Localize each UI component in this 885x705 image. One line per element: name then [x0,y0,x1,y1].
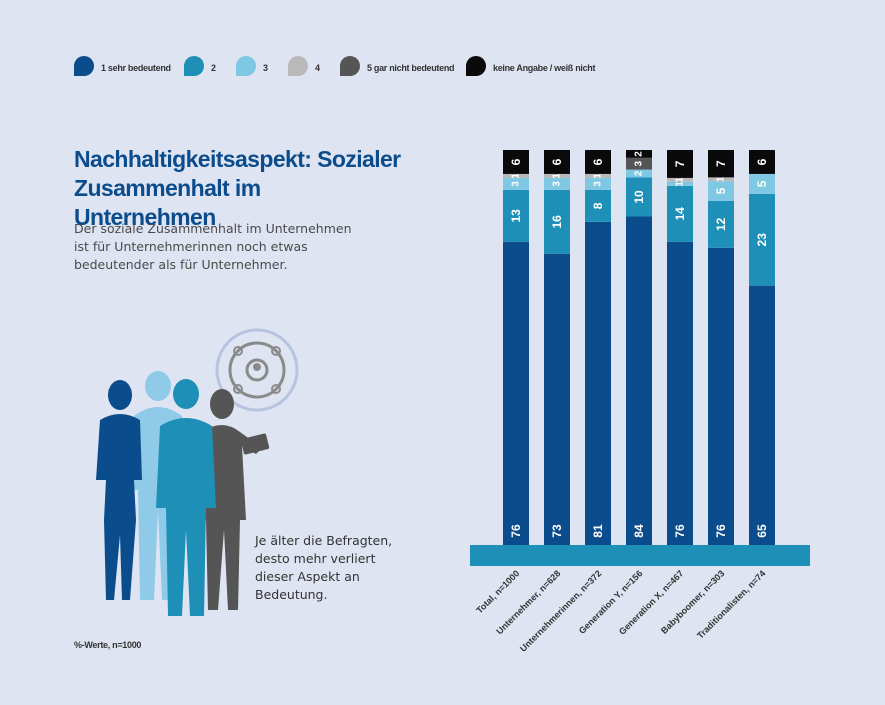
legend-label: 5 gar nicht bedeutend [367,63,455,73]
data-label: 3 [552,181,563,187]
data-label: 8 [591,202,605,209]
bar-segment [708,247,734,545]
data-label: 76 [714,524,728,538]
bar-segment [667,150,693,178]
data-label: 2 [634,151,645,157]
footnote: %-Werte, n=1000 [74,640,142,650]
bar-segment [749,173,775,194]
bar-segment [585,189,611,222]
data-label: 12 [714,217,728,231]
bar-segment [503,177,529,190]
chart-title: Nachhaltigkeitsaspekt: Sozialer Zusammen… [74,146,401,230]
data-label: 5 [755,180,769,187]
legend-label: 3 [263,63,268,73]
data-label: 10 [632,190,646,204]
bar-segment [708,150,734,178]
bar-segment [626,157,652,170]
legend-swatch [466,56,486,76]
data-label: 84 [632,524,646,538]
data-label: 6 [755,158,769,165]
data-label: 1 [716,176,727,182]
bar-segment [667,241,693,545]
legend-label: 4 [315,63,320,73]
chart-note: Je älter die Befragten, desto mehr verli… [255,533,393,602]
data-label: 23 [755,233,769,247]
data-label: 76 [673,524,687,538]
person-silhouette-darkblue [96,380,142,600]
data-label: 1 [552,173,563,179]
bar-segment [626,150,652,158]
data-label: 1 [511,173,522,179]
bar-segment [503,241,529,545]
social-network-icon [215,328,299,412]
data-label: 14 [673,207,687,221]
person-silhouette-darkgray [200,389,270,610]
data-label: 3 [593,181,604,187]
bar-segment [544,173,570,178]
data-label: 7 [673,160,687,167]
data-label: 6 [509,158,523,165]
data-label: 3 [511,181,522,187]
business-people-illustration [96,328,299,616]
bar-segment [749,193,775,286]
data-label: 3 [634,160,645,166]
bar-segment [503,189,529,242]
chart-subtitle: Der soziale Zusammenhalt im Unternehmen … [74,221,352,272]
data-label: 5 [714,187,728,194]
legend-swatch [184,56,204,76]
bar-segment [626,177,652,217]
person-silhouette-blue [156,379,216,616]
data-label: 1 [675,177,686,183]
bar-segment [626,169,652,178]
legend: 1 sehr bedeutend 2 3 4 5 gar nicht bedeutend… [74,56,634,78]
bar-segment [667,177,693,182]
bar-segment [585,150,611,174]
data-label: 6 [591,158,605,165]
bar-segment [749,150,775,174]
legend-label: keine Angabe / weiß nicht [493,63,596,73]
chart-baseline [470,545,810,566]
data-label: 16 [550,215,564,229]
category-label: Traditionalisten, n=74 [695,568,767,640]
legend-swatch [74,56,94,76]
data-label: 7 [714,160,728,167]
legend-swatch [236,56,256,76]
legend-label: 1 sehr bedeutend [101,63,171,73]
bar-segment [667,181,693,186]
bar-segment [544,253,570,546]
bar-segment [585,173,611,178]
bar-segment [585,221,611,545]
category-label: Unternehmerinnen, n=372 [518,568,603,653]
data-label: 2 [634,170,645,176]
bar-segment [585,177,611,190]
data-label: 6 [550,158,564,165]
data-label: 76 [509,524,523,538]
legend-swatch [288,56,308,76]
bar-segment [708,200,734,248]
legend-swatch [340,56,360,76]
bar-segment [544,189,570,254]
data-label: 65 [755,524,769,538]
bar-segment [503,150,529,174]
data-label: 1 [675,181,686,187]
bar-segment [708,181,734,201]
legend-label: 2 [211,63,216,73]
bar-segment [626,216,652,545]
data-label: 1 [593,173,604,179]
bar-segment [544,177,570,190]
data-label: 81 [591,524,605,538]
bar-segment [708,177,734,182]
bar-segment [544,150,570,174]
bar-segment [503,173,529,178]
bar-segment [667,185,693,242]
data-label: 13 [509,209,523,223]
bar-segment [749,285,775,545]
data-label: 73 [550,524,564,538]
